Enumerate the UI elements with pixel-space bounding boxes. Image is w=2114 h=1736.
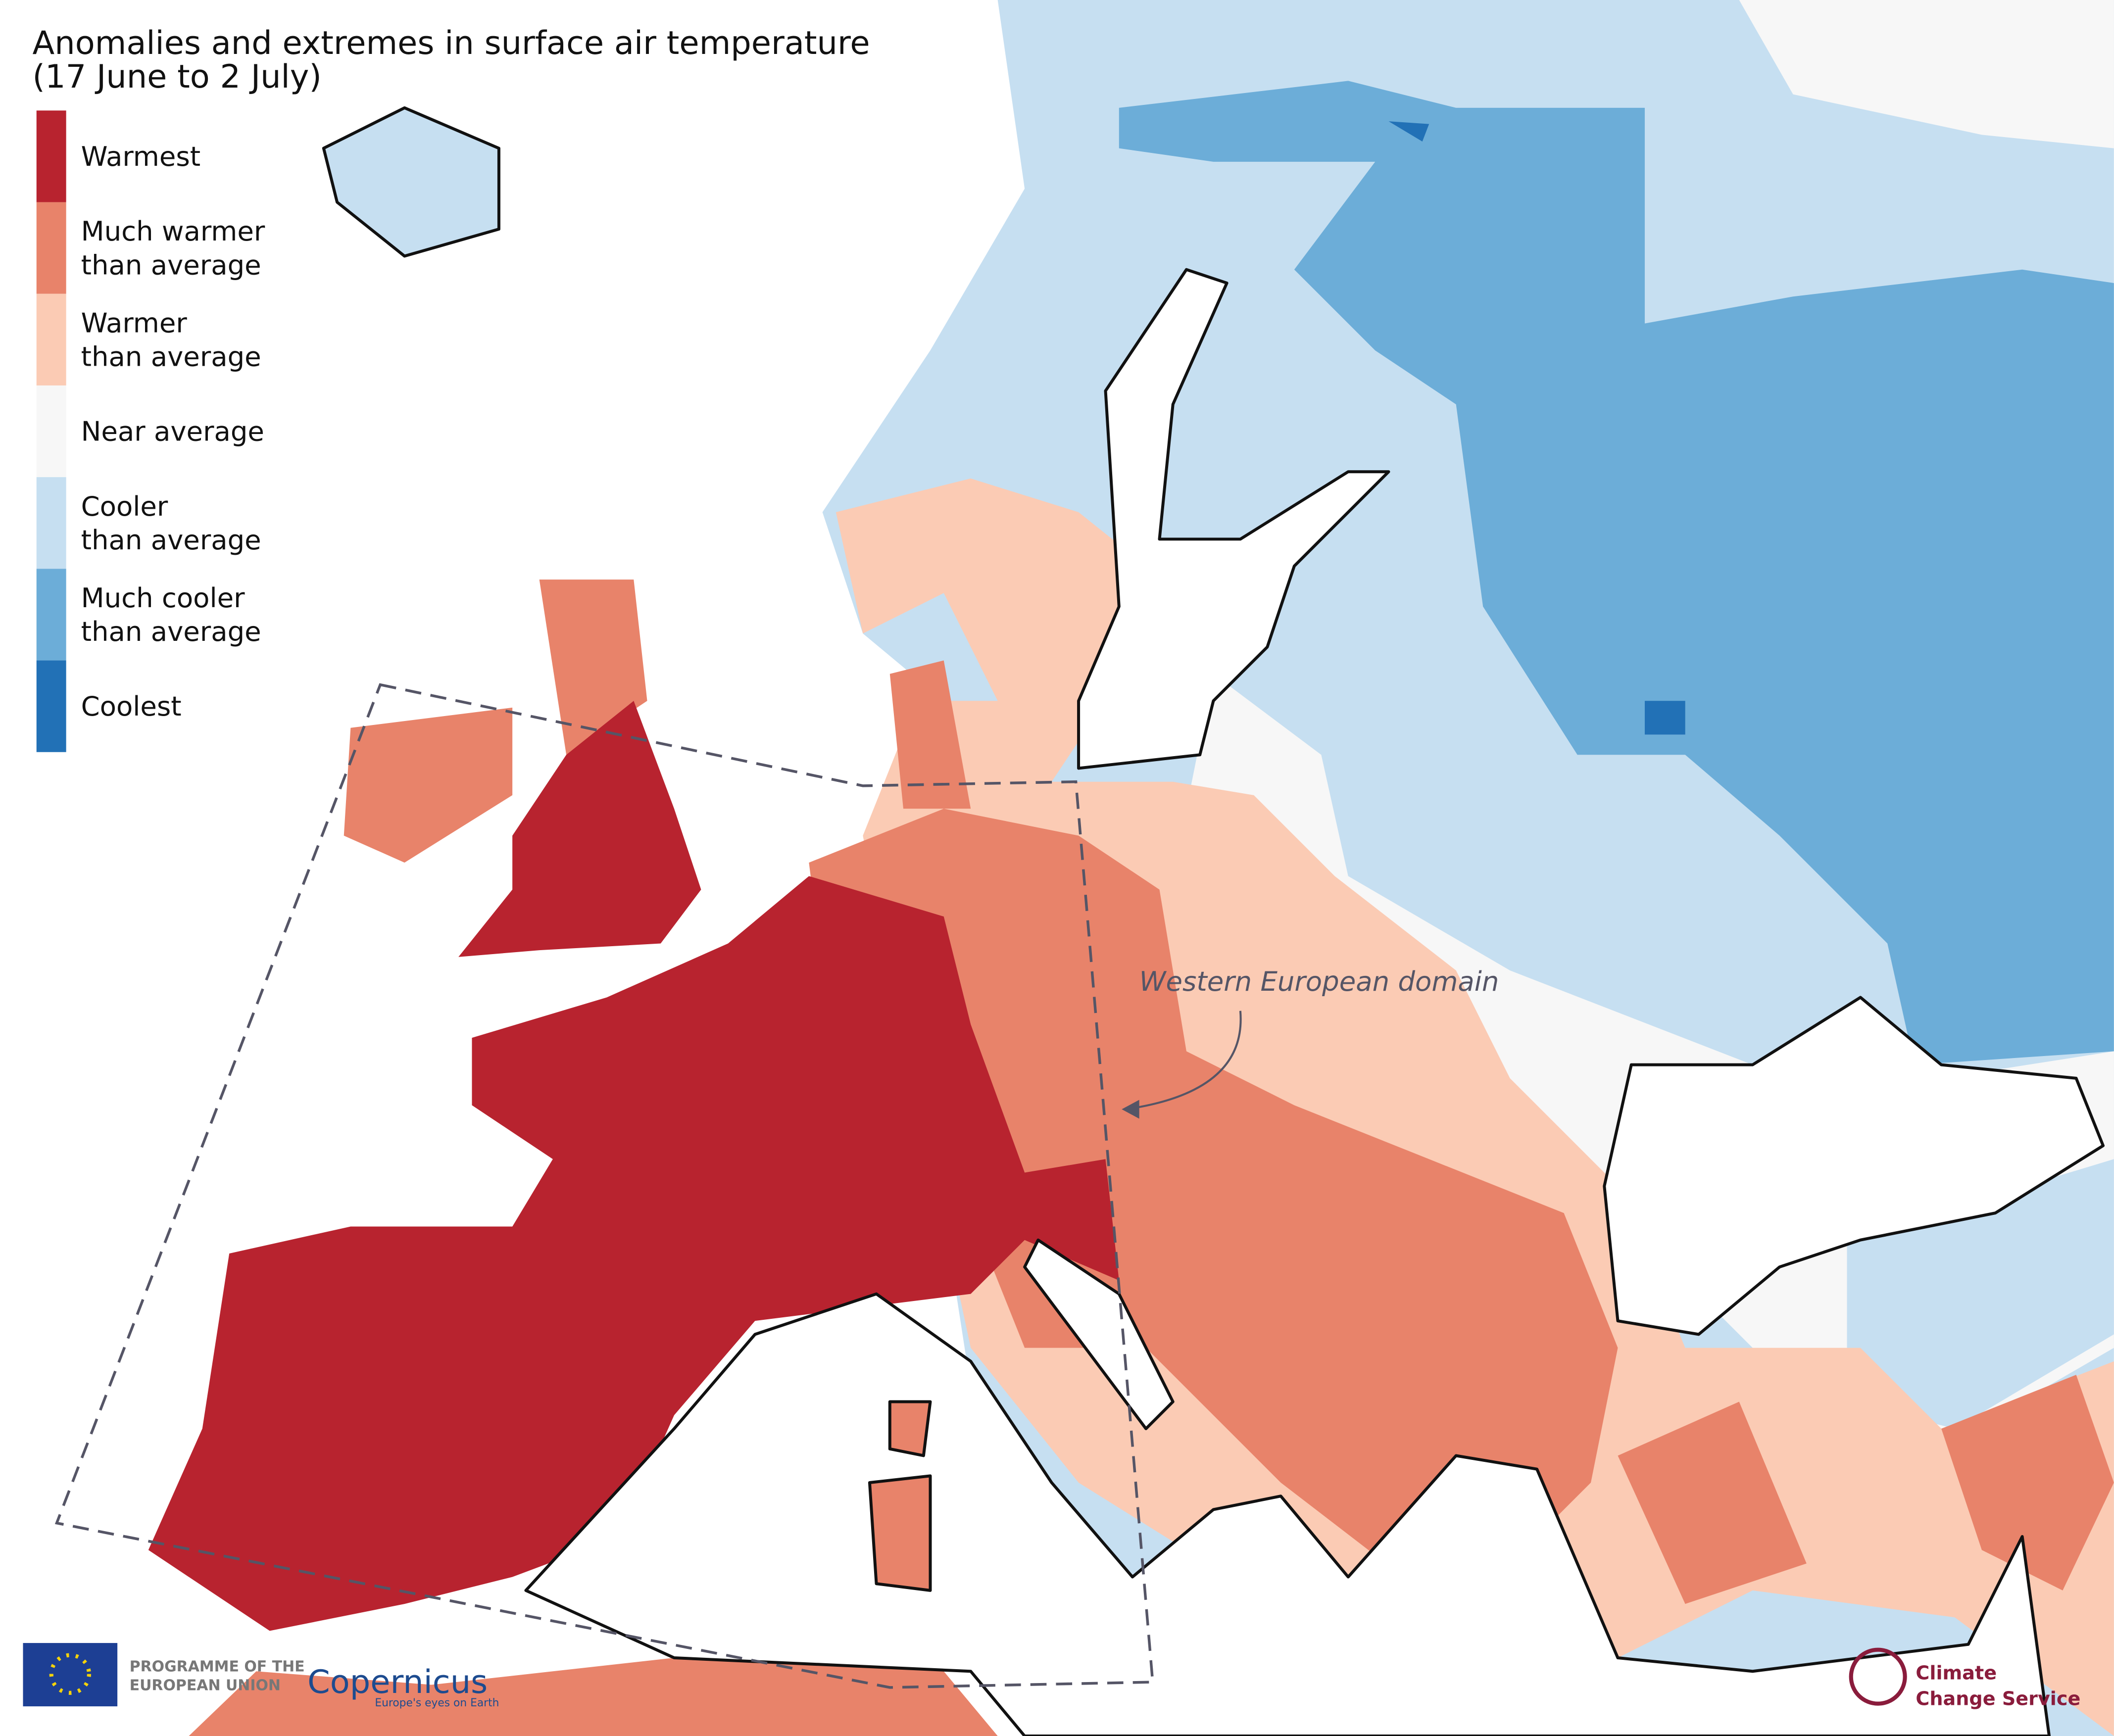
- islands: [868, 1400, 932, 1592]
- legend-label: Much cooler: [81, 582, 246, 614]
- annotation: Western European domain: [1139, 965, 1499, 997]
- annotation-arrow: [1126, 1011, 1242, 1110]
- annotation-arrowhead: [1122, 1100, 1139, 1119]
- iceland: [322, 106, 500, 258]
- legend-label: than average: [81, 524, 261, 556]
- legend-label: Coolest: [81, 690, 182, 722]
- land-near-average: [1739, 0, 2114, 148]
- legend-label: Near average: [81, 416, 264, 447]
- eu-stars: [49, 1653, 92, 1695]
- land-warmest: [148, 701, 1119, 1631]
- baltic-sea: [1077, 268, 1390, 770]
- eu-flag: [23, 1643, 118, 1707]
- legend-label: Much warmer: [81, 215, 265, 247]
- legend-swatch: [36, 569, 66, 661]
- legend-swatch: [36, 660, 66, 752]
- legend-swatch: [36, 202, 66, 294]
- title-line: (17 June to 2 July): [33, 58, 322, 96]
- domain-outline: [54, 683, 1154, 1689]
- c3s-text: Change Service: [1916, 1688, 2080, 1709]
- black-sea: [1603, 996, 2105, 1336]
- c3s-text: Climate: [1916, 1662, 1997, 1684]
- legend-label: Cooler: [81, 490, 168, 522]
- legend-label: than average: [81, 616, 261, 647]
- legend-label: Warmest: [81, 141, 200, 172]
- eu-text: PROGRAMME OF THE: [130, 1658, 305, 1675]
- legend-label: Warmer: [81, 307, 188, 338]
- legend-swatch: [36, 110, 66, 202]
- legend-swatch: [36, 477, 66, 569]
- legend-swatch: [36, 293, 66, 386]
- copernicus-tagline: Europe's eyes on Earth: [375, 1697, 499, 1709]
- legend-swatch: [36, 385, 66, 478]
- title-line: Anomalies and extremes in surface air te…: [33, 24, 870, 62]
- c3s-icon: [1849, 1647, 1907, 1706]
- adriatic-sea: [1023, 1238, 1175, 1431]
- land-much-warmer: [344, 579, 2114, 1618]
- land-much-cooler: [1119, 81, 2114, 1065]
- legend-label: than average: [81, 249, 261, 281]
- legend-label: than average: [81, 340, 261, 372]
- copernicus-text: Copernicus: [307, 1663, 488, 1701]
- eu-text: EUROPEAN UNION: [130, 1677, 281, 1694]
- land-africa: [189, 1658, 998, 1736]
- land-warmer: [836, 478, 2114, 1736]
